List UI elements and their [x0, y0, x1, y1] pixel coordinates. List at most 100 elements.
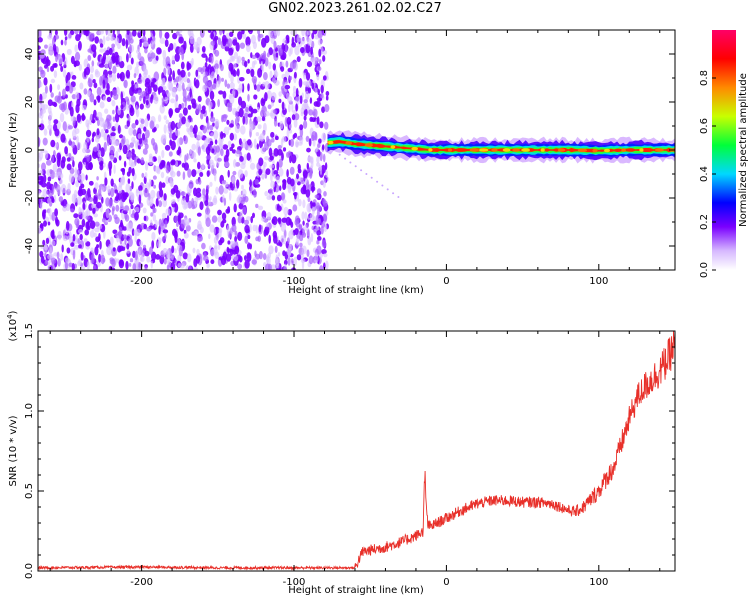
noise-speck — [125, 69, 131, 79]
noise-speck — [295, 141, 299, 148]
noise-speck — [107, 30, 112, 37]
noise-speck — [222, 219, 227, 224]
noise-speck — [120, 104, 124, 110]
noise-speck — [176, 221, 179, 227]
noise-speck — [325, 95, 329, 101]
noise-speck — [263, 161, 267, 168]
noise-speck — [109, 145, 115, 155]
noise-speck — [242, 142, 246, 149]
noise-speck — [92, 79, 96, 84]
noise-speck — [122, 144, 128, 155]
noise-speck — [65, 74, 68, 84]
noise-speck — [38, 190, 41, 196]
noise-speck — [97, 149, 102, 158]
noise-speck — [53, 102, 58, 108]
noise-speck — [318, 58, 322, 65]
noise-speck — [164, 32, 170, 39]
noise-speck — [141, 172, 145, 178]
noise-speck — [289, 166, 295, 175]
signal-peak — [521, 148, 530, 152]
noise-speck — [294, 113, 300, 121]
x-tick-label: 0 — [443, 577, 449, 588]
noise-speck — [41, 182, 47, 188]
noise-speck — [274, 245, 278, 253]
noise-speck — [315, 147, 319, 152]
noise-speck — [294, 45, 300, 56]
noise-speck — [54, 208, 58, 217]
noise-speck — [164, 220, 168, 228]
noise-speck — [171, 87, 177, 98]
noise-speck — [66, 48, 72, 56]
noise-speck — [312, 207, 315, 215]
noise-speck — [217, 209, 222, 216]
signal-scatter — [344, 157, 347, 160]
noise-speck — [41, 162, 46, 171]
noise-speck — [246, 68, 251, 75]
noise-speck — [121, 246, 126, 251]
noise-speck — [261, 216, 266, 222]
signal-scatter — [397, 196, 400, 198]
noise-speck — [228, 94, 232, 100]
noise-speck — [42, 239, 46, 246]
noise-speck — [201, 53, 207, 58]
noise-speck — [226, 83, 231, 89]
noise-speck — [115, 112, 120, 123]
noise-speck — [157, 155, 162, 164]
noise-speck — [116, 235, 120, 243]
noise-speck — [92, 207, 96, 214]
noise-speck — [57, 258, 61, 267]
noise-speck — [323, 214, 327, 222]
noise-speck — [221, 212, 227, 220]
noise-speck — [112, 247, 116, 252]
noise-speck — [64, 257, 70, 263]
noise-speck — [43, 128, 48, 136]
noise-speck — [175, 94, 179, 102]
noise-speck — [163, 258, 167, 265]
noise-speck — [247, 83, 250, 92]
noise-speck — [291, 36, 295, 46]
noise-speck — [214, 172, 217, 182]
noise-speck — [310, 185, 316, 192]
noise-speck — [132, 250, 136, 258]
signal-peak — [502, 148, 511, 152]
noise-speck — [226, 253, 232, 262]
noise-speck — [83, 162, 87, 167]
noise-speck — [146, 256, 151, 263]
noise-speck — [144, 265, 148, 270]
noise-speck — [268, 234, 272, 244]
noise-speck — [159, 37, 165, 44]
noise-speck — [257, 235, 261, 242]
noise-speck — [142, 72, 148, 77]
noise-speck — [304, 211, 308, 221]
noise-speck — [211, 83, 218, 91]
noise-speck — [232, 69, 237, 77]
noise-speck — [282, 250, 286, 257]
noise-speck — [265, 223, 270, 228]
noise-speck — [38, 123, 45, 131]
noise-speck — [253, 84, 257, 91]
noise-speck — [249, 179, 252, 187]
noise-speck — [222, 30, 225, 35]
noise-speck — [197, 235, 203, 242]
noise-speck — [201, 46, 206, 53]
noise-speck — [289, 123, 292, 129]
noise-speck — [64, 39, 67, 46]
noise-speck — [83, 88, 88, 95]
noise-speck — [259, 133, 265, 142]
noise-speck — [266, 212, 272, 220]
noise-speck — [128, 166, 132, 174]
noise-speck — [112, 116, 116, 122]
noise-speck — [93, 82, 98, 89]
noise-speck — [278, 91, 283, 97]
noise-speck — [125, 183, 131, 193]
noise-speck — [135, 83, 139, 89]
noise-speck — [209, 181, 213, 187]
noise-speck — [273, 234, 278, 244]
noise-speck — [131, 123, 136, 129]
noise-speck — [60, 39, 64, 46]
noise-speck — [183, 40, 187, 51]
noise-speck — [174, 215, 179, 223]
noise-speck — [104, 177, 108, 186]
noise-speck — [209, 116, 216, 123]
noise-speck — [266, 254, 270, 264]
